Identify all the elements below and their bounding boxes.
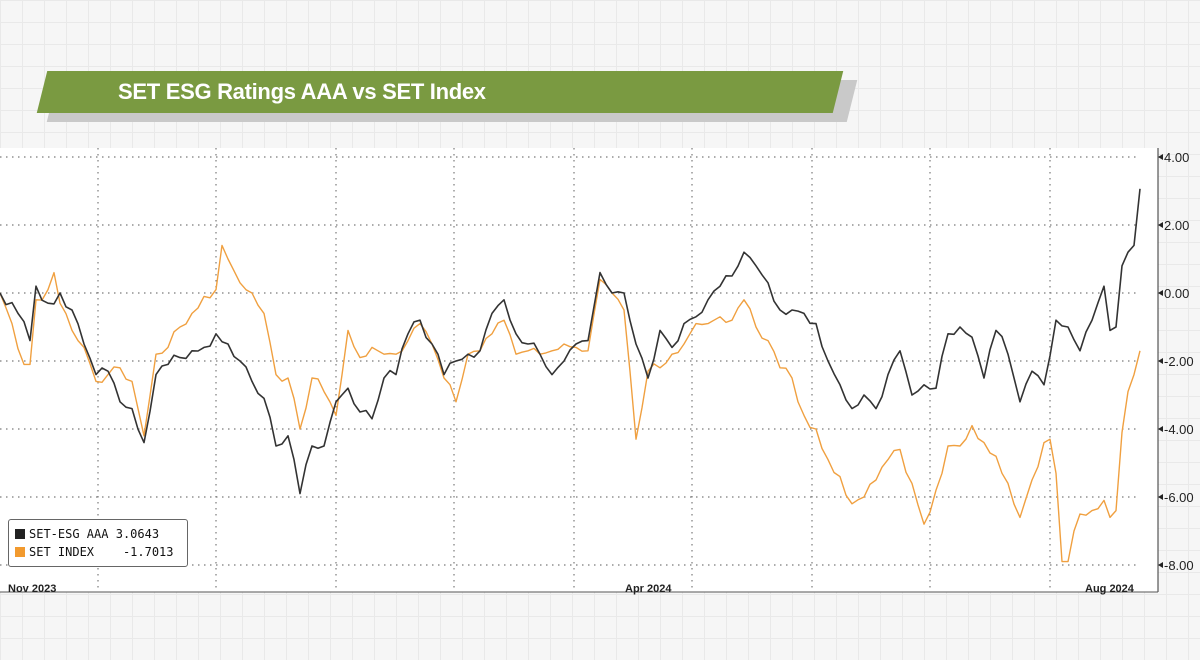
- y-tick-marker: [1158, 222, 1163, 228]
- y-tick-marker: [1158, 154, 1163, 160]
- series-line-set-esg-aaa: [0, 188, 1141, 495]
- y-tick-label: 0.00: [1164, 286, 1189, 301]
- legend-swatch-esg: [15, 529, 25, 539]
- y-tick-label: -4.00: [1164, 422, 1194, 437]
- y-tick-marker: [1158, 426, 1163, 432]
- legend-item-set: SET INDEX -1.7013: [15, 543, 181, 561]
- x-tick-label: Apr 2024: [625, 583, 672, 595]
- y-tick-marker: [1158, 290, 1163, 296]
- chart-legend: SET-ESG AAA 3.0643 SET INDEX -1.7013: [8, 519, 188, 567]
- legend-swatch-set: [15, 547, 25, 557]
- page-title: SET ESG Ratings AAA vs SET Index: [118, 79, 486, 104]
- y-tick-label: -6.00: [1164, 490, 1194, 505]
- y-tick-label: -8.00: [1164, 558, 1194, 573]
- y-tick-marker: [1158, 562, 1163, 568]
- legend-label-esg: SET-ESG AAA: [29, 527, 109, 541]
- y-tick-label: 4.00: [1164, 150, 1189, 165]
- series-line-set-index: [0, 244, 1141, 563]
- legend-value-esg: 3.0643: [115, 527, 160, 541]
- y-tick-label: -2.00: [1164, 354, 1194, 369]
- legend-item-esg: SET-ESG AAA 3.0643: [15, 525, 181, 543]
- x-tick-label: Aug 2024: [1085, 583, 1135, 595]
- legend-label-set: SET INDEX: [29, 545, 95, 559]
- y-tick-marker: [1158, 494, 1163, 500]
- legend-value-set: -1.7013: [122, 545, 174, 559]
- x-tick-label: Nov 2023: [8, 583, 56, 595]
- y-tick-label: 2.00: [1164, 218, 1189, 233]
- y-tick-marker: [1158, 358, 1163, 364]
- plot-area: [0, 148, 1158, 592]
